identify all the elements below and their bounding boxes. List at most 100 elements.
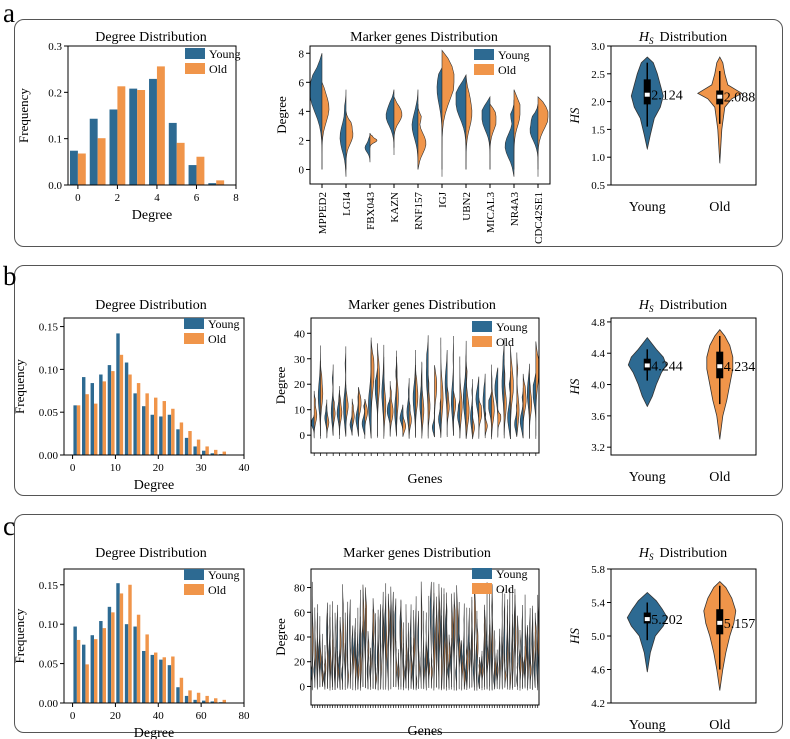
a-hs-ytick-label: 2.5 (591, 69, 605, 81)
a-degree-legend-swatch-0 (185, 48, 205, 59)
c-marker-violin-old (415, 664, 418, 690)
c-degree-bar-old (171, 656, 175, 703)
c-marker-violin-old (324, 644, 327, 688)
b-degree-bar-young (142, 406, 146, 455)
a-degree-bar-old (137, 90, 146, 185)
b-marker-violin-young (463, 340, 467, 439)
a-marker-xtick-label: MICAL3 (485, 192, 497, 233)
b-marker-violin-old (415, 365, 419, 438)
b-degree-xtick-label: 30 (196, 462, 208, 474)
hs-title-a: HS Distribution (638, 30, 727, 46)
c-marker-legend-label-0: Young (496, 567, 527, 581)
c-degree-bar-young (99, 621, 103, 703)
a-degree-bar-young (149, 78, 157, 185)
b-degree-bar-old (102, 381, 106, 455)
b-hs-xtick-label-old: Old (709, 470, 730, 485)
c-marker-violin-old (489, 584, 491, 691)
c-hs-ytick-label: 4.6 (591, 665, 605, 677)
a-hs-xtick-label-old: Old (709, 200, 730, 215)
a-degree-ytick-label: 0.0 (48, 180, 62, 192)
c-degree-bar-young (116, 583, 120, 703)
c-degree-bar-old (179, 677, 184, 703)
a-degree-legend-swatch-1 (185, 63, 205, 74)
a-degree-bar-young (129, 88, 138, 185)
b-degree-bar-old (76, 405, 81, 455)
a-marker-xtick-label: LGI4 (341, 192, 353, 216)
b-hs-median-label-young: 4.244 (651, 359, 683, 374)
a-marker-xtick-label: CDC42SE1 (533, 192, 545, 244)
b-degree-bar-young (202, 450, 206, 455)
c-marker-violin-old (387, 593, 390, 691)
b-hs-ytick-label: 4.8 (591, 317, 605, 329)
a-degree-bar-young (69, 150, 78, 185)
c-degree-bar-old (145, 634, 149, 703)
c-degree-ytick-label: 0.00 (39, 698, 59, 710)
a-marker-xtick-label: UBN2 (461, 192, 473, 221)
b-degree-bar-young (150, 414, 154, 455)
c-marker-ytick-label: 20 (294, 657, 306, 669)
panel-b-letter: b (3, 261, 17, 291)
c-marker-violin-old (481, 656, 484, 691)
b-marker-violin-young (343, 346, 347, 437)
b-marker-violin-old (434, 365, 437, 438)
c-marker-violin-old (410, 637, 413, 690)
b-marker-violin-old (421, 363, 425, 437)
c-marker-xlabel: Genes (408, 724, 443, 739)
c-degree-bar-young (159, 659, 163, 703)
c-marker-violin-old (491, 584, 494, 690)
b-marker-frame (310, 317, 540, 454)
c-marker-violin-old (403, 643, 405, 691)
a-degree-xtick-label: 0 (75, 192, 81, 204)
b-hs-ytick-label: 4.0 (591, 380, 605, 392)
c-degree-bar-old (214, 698, 218, 703)
b-degree-ytick-label: 0.15 (39, 322, 59, 334)
c-marker-violin-old (423, 652, 425, 690)
b-degree-bar-old (205, 446, 209, 455)
c-marker-violin-old (448, 634, 451, 688)
b-degree-legend-swatch-0 (184, 318, 204, 329)
c-degree-bar-old (222, 699, 226, 703)
c-marker-violin-old (486, 640, 489, 689)
a-hs-iqr-box-young (643, 79, 651, 105)
degree-plot-c: 0.00 0.05 0.10 0.15 0 20 40 60 80 Degree Frequency… (12, 568, 250, 739)
a-marker-xtick-label: IGJ (437, 191, 449, 208)
a-marker-legend-label-0: Young (498, 48, 529, 62)
c-marker-violin-old (501, 637, 504, 690)
c-marker-violin-old (329, 617, 332, 691)
c-degree-frame (63, 568, 245, 704)
c-marker-violin-old (446, 592, 449, 691)
a-degree-legend-label-1: Old (209, 62, 227, 76)
c-hs-xtick-label-old: Old (709, 718, 730, 733)
marker-title-c: Marker genes Distribution (343, 546, 491, 561)
b-marker-violin-old (510, 345, 514, 440)
b-degree-bar-young (210, 453, 214, 455)
b-degree-bar-young (184, 437, 189, 455)
b-marker-violin-old (427, 370, 431, 439)
c-marker-violin-old (519, 629, 522, 688)
c-marker-violin-old (509, 652, 512, 690)
c-degree-bar-young (202, 700, 206, 703)
a-marker-violin-old (417, 104, 427, 170)
c-degree-ytick-label: 0.15 (39, 580, 59, 592)
c-degree-legend-swatch-1 (184, 584, 204, 595)
c-marker-violin-old (385, 583, 388, 688)
b-marker-violin-young (355, 387, 359, 437)
b-marker-violin-old (529, 373, 532, 438)
a-marker-violin-old (441, 49, 455, 177)
panel-a-letter: a (3, 0, 15, 28)
a-hs-median-dot-old (717, 94, 723, 99)
a-degree-bar-old (196, 156, 205, 185)
c-marker-violin-old (352, 637, 355, 691)
a-hs-ytick-label: 0.5 (591, 180, 605, 192)
c-marker-legend-swatch-1 (472, 583, 492, 594)
c-marker-violin-old (347, 656, 349, 689)
c-marker-violin-old (380, 635, 382, 690)
c-marker-violin-old (441, 615, 443, 691)
marker-title-b: Marker genes Distribution (348, 298, 496, 313)
b-marker-violin-old (440, 337, 444, 437)
